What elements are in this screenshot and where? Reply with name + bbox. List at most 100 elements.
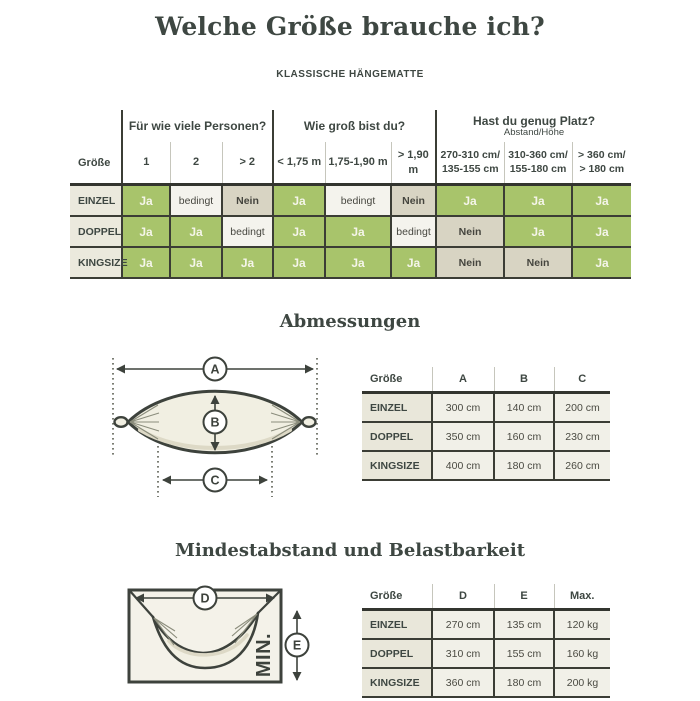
- cell: Ja: [272, 215, 327, 248]
- cell: 400 cm: [431, 450, 495, 481]
- dim-label-a: A: [202, 356, 228, 382]
- cell: bedingt: [390, 215, 438, 248]
- col-header: 310-360 cm/155-180 cm: [503, 142, 573, 186]
- cell: Ja: [272, 183, 327, 217]
- clearance-heading: Mindestabstand und Belastbarkeit: [174, 540, 526, 561]
- row-label: EINZEL: [362, 608, 433, 640]
- svg-text:D: D: [200, 592, 209, 606]
- page-title: Welche Größe brauche ich?: [155, 12, 545, 41]
- ring-left: [113, 416, 129, 429]
- col-header: C: [553, 367, 610, 394]
- cell: Ja: [571, 246, 632, 279]
- col-header: E: [493, 584, 554, 611]
- row-label: KINGSIZE: [362, 450, 433, 481]
- cell: Ja: [571, 215, 632, 248]
- size-guide-table: Größe Für wie viele Personen? Wie groß b…: [70, 110, 632, 279]
- cell: Ja: [390, 246, 438, 279]
- cell: Ja: [571, 183, 632, 217]
- group-header-space: Hast du genug Platz? Abstand/Höhe: [435, 110, 632, 142]
- row-label: EINZEL: [362, 391, 433, 423]
- cell: 310 cm: [431, 638, 495, 669]
- col-header: 1: [121, 142, 170, 186]
- cell: 180 cm: [493, 450, 555, 481]
- table-row: DOPPEL Ja Ja bedingt Ja Ja bedingt Nein …: [70, 215, 632, 248]
- col-header: 2: [169, 142, 222, 186]
- cell: 350 cm: [431, 421, 495, 452]
- cell: 180 cm: [493, 667, 555, 698]
- rope-left: [129, 590, 154, 618]
- group-header-persons: Für wie viele Personen?: [120, 110, 274, 142]
- col-header: < 1,75 m: [272, 142, 326, 186]
- row-label: EINZEL: [70, 183, 123, 217]
- cell: Nein: [220, 183, 275, 217]
- cell: Ja: [503, 183, 574, 217]
- cell: 360 cm: [431, 667, 495, 698]
- table-row: EINZEL 270 cm 135 cm 120 kg: [362, 608, 610, 640]
- cell: 120 kg: [553, 608, 610, 640]
- ring-right: [301, 416, 317, 429]
- svg-text:E: E: [293, 639, 301, 653]
- page-subtitle: KLASSISCHE HÄNGEMATTE: [276, 69, 424, 80]
- dimensions-heading: Abmessungen: [279, 311, 421, 332]
- cell: bedingt: [169, 183, 223, 217]
- row-label: KINGSIZE: [70, 246, 128, 279]
- hammock-sideview-diagram: D MIN. E: [127, 585, 310, 684]
- cell: Ja: [169, 246, 223, 279]
- svg-text:A: A: [210, 363, 219, 377]
- cell: Nein: [435, 215, 506, 248]
- cell: Nein: [435, 246, 506, 279]
- col-header: A: [431, 367, 494, 394]
- cell: bedingt: [324, 183, 393, 217]
- fabric-shading: [167, 633, 249, 657]
- corner-header: Größe: [70, 110, 122, 186]
- col-header: > 360 cm/> 180 cm: [571, 142, 632, 186]
- col-header: D: [431, 584, 494, 611]
- dim-label-c: C: [202, 467, 228, 493]
- col-header: Größe: [362, 367, 432, 394]
- col-header: Max.: [553, 584, 610, 611]
- table-row: DOPPEL 350 cm 160 cm 230 cm: [362, 421, 610, 452]
- cell: 300 cm: [431, 391, 495, 423]
- cell: 200 cm: [553, 391, 610, 423]
- table-row: EINZEL 300 cm 140 cm 200 cm: [362, 391, 610, 423]
- cell: Ja: [121, 215, 171, 248]
- cell: Ja: [220, 246, 275, 279]
- col-header: 1,75-1,90 m: [324, 142, 392, 186]
- cell: 140 cm: [493, 391, 555, 423]
- cell: 160 cm: [493, 421, 555, 452]
- dim-label-e: E: [284, 632, 310, 658]
- cell: Ja: [503, 215, 574, 248]
- cell: Ja: [121, 183, 171, 217]
- group-header-height: Wie groß bist du?: [272, 110, 437, 142]
- gather-strings: [153, 613, 258, 646]
- table-row: KINGSIZE 400 cm 180 cm 260 cm: [362, 450, 610, 481]
- row-label: DOPPEL: [362, 421, 433, 452]
- table-row: KINGSIZE Ja Ja Ja Ja Ja Ja Nein Nein Ja: [70, 246, 632, 279]
- col-header: > 2: [221, 142, 274, 186]
- cell: Ja: [272, 246, 327, 279]
- col-header: 270-310 cm/135-155 cm: [435, 142, 505, 186]
- cell: 270 cm: [431, 608, 495, 640]
- cell: Ja: [435, 183, 506, 217]
- cell: 155 cm: [493, 638, 555, 669]
- table-row: EINZEL Ja bedingt Nein Ja bedingt Nein J…: [70, 183, 632, 217]
- row-label: DOPPEL: [362, 638, 433, 669]
- col-header: Größe: [362, 584, 432, 611]
- cell: Nein: [503, 246, 574, 279]
- dim-label-b: B: [202, 409, 228, 435]
- cell: 200 kg: [553, 667, 610, 698]
- cell: Nein: [390, 183, 438, 217]
- hammock-topview-diagram: A B C: [112, 356, 318, 497]
- cell: Ja: [121, 246, 171, 279]
- col-header: B: [493, 367, 554, 394]
- hammock-fabric: [151, 611, 260, 670]
- row-label: DOPPEL: [70, 215, 123, 248]
- cell: Ja: [324, 246, 393, 279]
- row-label: KINGSIZE: [362, 667, 433, 698]
- col-header: > 1,90 m: [390, 142, 437, 186]
- cell: 135 cm: [493, 608, 555, 640]
- cell: bedingt: [220, 215, 275, 248]
- dim-label-d: D: [192, 585, 218, 611]
- gather-strings: [129, 404, 301, 440]
